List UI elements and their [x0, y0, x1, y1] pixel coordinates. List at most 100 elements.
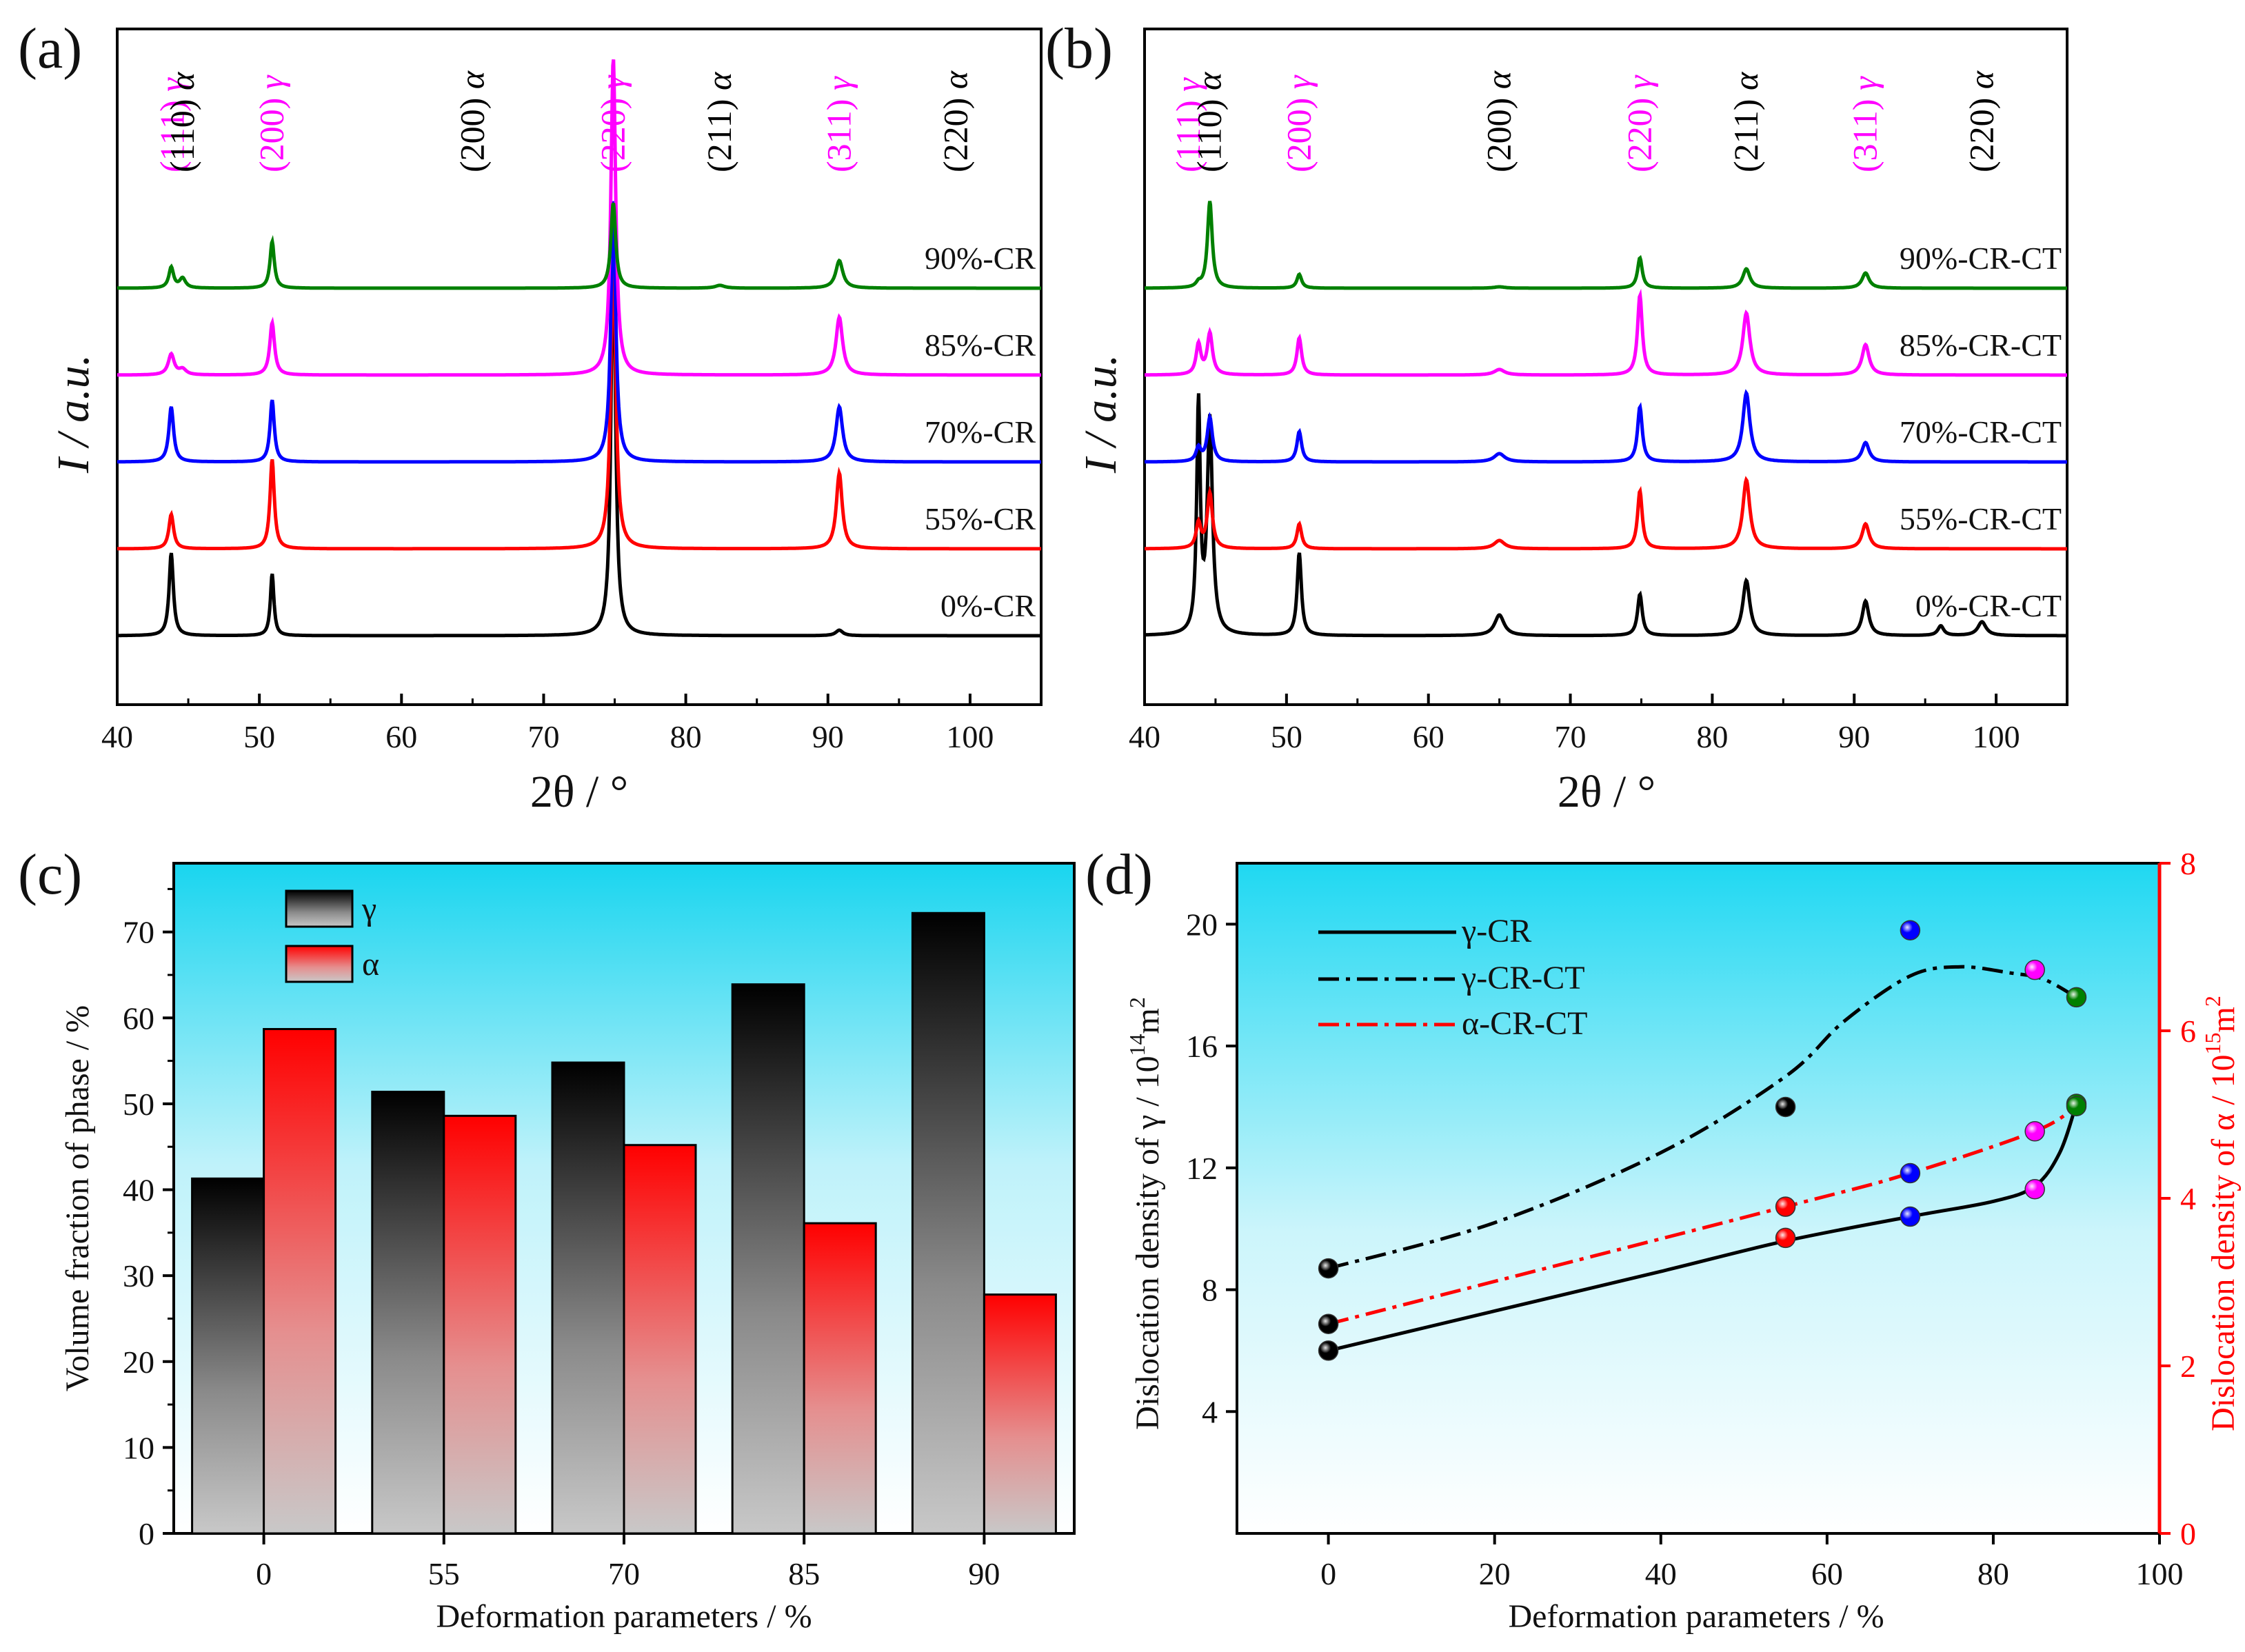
point-highlight [1900, 1163, 1920, 1183]
peak-label-hkl: (111) [1169, 100, 1207, 172]
peak-label-phase: α [452, 70, 491, 98]
x-tick-label-80: 80 [1696, 719, 1728, 754]
peak-label-2: (200) γ [252, 74, 291, 172]
curve-label-90%-CR-CT: 90%-CR-CT [1900, 241, 2062, 276]
curve-label-85%-CR-CT: 85%-CR-CT [1900, 328, 2062, 363]
peak-label-phase: γ [1846, 76, 1884, 99]
panel-c-x-label: Deformation parameters / % [436, 1598, 812, 1635]
x-tick-label-80: 80 [670, 719, 702, 754]
panel-d-letter: (d) [1085, 843, 1153, 907]
peak-label-4: (220) γ [1620, 74, 1658, 172]
peak-label-hkl: (220) [1620, 98, 1658, 172]
bar-gamma-85 [731, 983, 805, 1535]
x-tick-label-60: 60 [1413, 719, 1444, 754]
panel-d-legend: γ-CR γ-CR-CT α-CR-CT [1318, 913, 1587, 1042]
panel-c-ticks: 0 55 70 85 90 0 10 20 30 40 50 60 70 [123, 887, 1000, 1591]
peak-label-phase: α [1190, 71, 1229, 99]
y-tick-label-50: 50 [123, 1087, 154, 1122]
peak-label-phase: α [1726, 71, 1765, 99]
y-right-tick-label-0: 0 [2180, 1516, 2196, 1551]
bar-gamma-55 [371, 1090, 445, 1535]
curve-label-90%-CR: 90%-CR [925, 241, 1036, 276]
peak-label-hkl: (200) [1480, 98, 1518, 172]
x-tick-label-70: 70 [608, 1556, 640, 1591]
panel-d: (d) 0 20 40 60 80 100 4 8 12 16 20 0 2 4 6 8 γ-CR γ-CR-… [1085, 843, 2242, 1635]
x-tick-label-0: 0 [1320, 1556, 1336, 1591]
point-highlight [1775, 1097, 1795, 1117]
peak-label-phase: γ [252, 74, 291, 98]
curve-label-70%-CR: 70%-CR [925, 414, 1036, 450]
y-left-tick-label-8: 8 [1202, 1273, 1218, 1308]
peak-label-7: (220) α [936, 70, 974, 172]
x-tick-label-40: 40 [1645, 1556, 1677, 1591]
panel-a-y-label: I / a.u. [48, 354, 99, 474]
x-tick-label-55: 55 [428, 1556, 460, 1591]
panel-c: (c) 0 55 70 85 90 0 10 20 30 40 50 60 70 γ α Deforma… [18, 843, 1076, 1635]
curve-label-0%-CR: 0%-CR [940, 588, 1036, 623]
panel-b-x-label: 2θ / ° [1558, 767, 1655, 817]
peak-label-phase: γ [1169, 77, 1207, 101]
peak-label-1: (110) α [163, 71, 201, 172]
point-highlight [2066, 987, 2086, 1007]
x-tick-label-100: 100 [1973, 719, 2020, 754]
x-tick-label-0: 0 [256, 1556, 272, 1591]
xrd-curve-0%-CR-CT [1145, 393, 2067, 638]
xrd-curve-70%-CR-CT [1145, 389, 2067, 464]
peak-label-3: (200) α [1480, 70, 1518, 172]
x-tick-label-60: 60 [385, 719, 417, 754]
peak-label-5: (211) α [1726, 71, 1765, 172]
y-tick-label-30: 30 [123, 1258, 154, 1293]
point-highlight [1900, 1207, 1920, 1227]
x-tick-label-50: 50 [1271, 719, 1302, 754]
bar-gamma-70 [551, 1061, 625, 1535]
legend-swatch-gamma [285, 889, 354, 928]
peak-label-6: (311) γ [819, 76, 858, 172]
peak-label-phase: α [1962, 70, 2000, 98]
panel-c-y-label: Volume fraction of phase / % [59, 1005, 96, 1391]
x-tick-label-70: 70 [1555, 719, 1587, 754]
x-tick-label-60: 60 [1811, 1556, 1843, 1591]
peak-label-hkl: (200) [452, 98, 491, 172]
panel-a-peak-labels: (111) γ(110) α(200) γ(200) α(220) γ(211)… [152, 70, 974, 172]
xrd-curve-55%-CR [117, 233, 1041, 551]
curve-alpha-cr-ct [1327, 1105, 2077, 1326]
panel-a-x-label: 2θ / ° [530, 767, 628, 817]
peak-label-hkl: (311) [819, 99, 858, 172]
legend-label-gamma: γ [361, 891, 376, 927]
panel-c-letter: (c) [18, 843, 82, 907]
curve-label-55%-CR: 55%-CR [925, 501, 1036, 536]
xrd-curve-90%-CR [117, 202, 1041, 290]
peak-label-phase: γ [819, 76, 858, 99]
peak-label-hkl: (220) [936, 98, 974, 172]
point-highlight [2025, 960, 2045, 980]
peak-label-0: (111) γ [1169, 77, 1207, 172]
y-tick-label-0: 0 [139, 1516, 154, 1551]
peak-label-hkl: (211) [1726, 99, 1765, 172]
panel-d-y-label-left-unit-exp: 2 [1125, 997, 1149, 1008]
peak-label-phase: α [700, 71, 738, 99]
y-tick-label-20: 20 [123, 1344, 154, 1380]
panel-d-y-label-right-exp: 15 [2200, 1032, 2225, 1054]
x-tick-label-100: 100 [2136, 1556, 2184, 1591]
panel-d-y-label-right-text: Dislocation density of α / 10 [2205, 1054, 2242, 1431]
y-right-tick-label-4: 4 [2180, 1181, 2196, 1216]
xrd-curve-0%-CR [117, 224, 1041, 638]
x-tick-label-100: 100 [946, 719, 994, 754]
x-tick-label-50: 50 [243, 719, 275, 754]
point-highlight [2025, 1179, 2045, 1199]
panel-d-y-label-right-unit-exp: 2 [2200, 996, 2225, 1007]
x-tick-label-40: 40 [101, 719, 133, 754]
x-tick-label-70: 70 [527, 719, 559, 754]
peak-label-3: (200) α [452, 70, 491, 172]
point-highlight [1900, 920, 1920, 940]
bar-alpha-55 [443, 1114, 517, 1535]
peak-label-0: (111) γ [152, 77, 191, 172]
peak-label-phase: α [1480, 70, 1518, 98]
peak-label-hkl: (220) [1962, 98, 2000, 172]
peak-label-hkl: (110) [163, 99, 201, 172]
x-tick-label-20: 20 [1479, 1556, 1511, 1591]
peak-label-7: (220) α [1962, 70, 2000, 172]
peak-label-2: (200) γ [1279, 74, 1318, 172]
y-right-tick-label-6: 6 [2180, 1014, 2196, 1049]
